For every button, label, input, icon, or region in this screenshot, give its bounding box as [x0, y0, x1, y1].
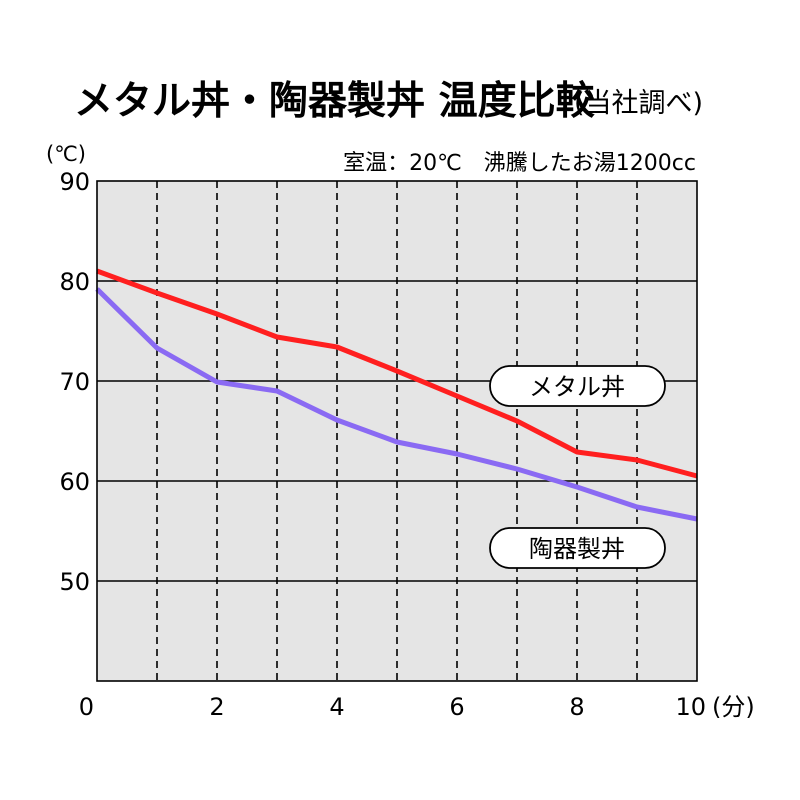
plot-area	[97, 181, 697, 681]
legend-ceramic: 陶器製丼	[489, 527, 666, 569]
x-tick-label-10: 10	[675, 693, 706, 721]
series-line-0	[96, 268, 698, 479]
legend-metal-box	[489, 365, 666, 407]
chart-subtitle: (当社調べ)	[574, 88, 703, 119]
plot-frame	[96, 180, 698, 682]
x-tick-label-0: 0	[79, 693, 94, 721]
y-tick-labels: 50 60 70 80 90	[59, 168, 90, 596]
y-tick-label-90: 90	[59, 168, 90, 196]
series-lines	[95, 268, 698, 522]
legend-metal-label: メタル丼	[529, 373, 625, 401]
y-tick-label-60: 60	[59, 468, 90, 496]
y-tick-label-50: 50	[59, 568, 90, 596]
y-tick-label-80: 80	[59, 268, 90, 296]
chart-title: メタル丼・陶器製丼 温度比較	[74, 79, 596, 124]
series-line-1	[95, 287, 698, 522]
y-tick-label-70: 70	[59, 368, 90, 396]
legend-ceramic-label: 陶器製丼	[529, 535, 625, 563]
x-tick-label-6: 6	[449, 693, 464, 721]
x-axis-unit: (分)	[712, 693, 755, 721]
conditions-note: 室温：20℃ 沸騰したお湯1200cc	[343, 151, 696, 176]
x-tick-label-2: 2	[209, 693, 224, 721]
x-tick-label-4: 4	[329, 693, 344, 721]
x-tick-label-8: 8	[569, 693, 584, 721]
legend-ceramic-box	[489, 527, 666, 569]
x-tick-labels: 0 2 4 6 8 10	[79, 693, 706, 721]
legend-metal: メタル丼	[489, 365, 666, 407]
y-axis-unit: (℃)	[46, 142, 86, 166]
